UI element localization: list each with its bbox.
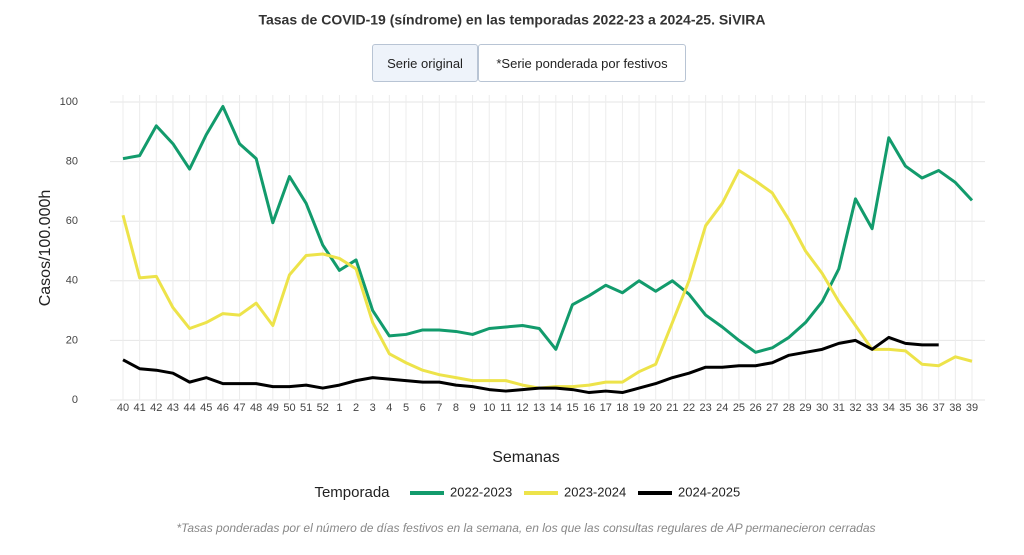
x-tick-label: 37 — [933, 402, 945, 414]
x-tick-label: 41 — [134, 402, 146, 414]
x-tick-label: 11 — [500, 402, 511, 414]
x-tick-label: 10 — [483, 402, 495, 414]
x-tick-label: 18 — [616, 402, 628, 414]
x-tick-label: 19 — [633, 402, 645, 414]
line-series — [122, 335, 939, 395]
x-tick-label: 17 — [600, 402, 612, 414]
x-tick-label: 23 — [700, 402, 712, 414]
y-tick-label: 0 — [72, 394, 78, 406]
x-tick-label: 33 — [866, 402, 878, 414]
y-tick-label: 60 — [66, 215, 78, 227]
x-tick-label: 51 — [300, 402, 312, 414]
x-tick-label: 30 — [816, 402, 828, 414]
x-tick-label: 35 — [899, 402, 911, 414]
x-tick-label: 9 — [470, 402, 476, 414]
x-tick-label: 13 — [533, 402, 545, 414]
x-tick-label: 15 — [566, 402, 578, 414]
x-tick-label: 3 — [370, 402, 376, 414]
y-tick-label: 100 — [60, 96, 78, 108]
x-tick-label: 48 — [250, 402, 262, 414]
x-tick-label: 5 — [403, 402, 409, 414]
legend-title: Temporada — [314, 484, 390, 501]
legend-label: 2022-2023 — [450, 484, 512, 499]
x-tick-label: 27 — [766, 402, 778, 414]
x-tick-label: 22 — [683, 402, 695, 414]
legend-label: 2023-2024 — [564, 484, 626, 499]
x-tick-label: 47 — [233, 402, 245, 414]
x-tick-label: 45 — [200, 402, 212, 414]
button[interactable]: *Serie ponderada por festivos — [478, 44, 686, 82]
x-tick-label: 6 — [420, 402, 426, 414]
x-tick-label: 29 — [799, 402, 811, 414]
x-tick-label: 49 — [267, 402, 279, 414]
x-tick-label: 14 — [550, 402, 562, 414]
x-tick-label: 21 — [666, 402, 678, 414]
x-tick-label: 44 — [183, 402, 195, 414]
x-tick-label: 25 — [733, 402, 745, 414]
x-tick-label: 12 — [516, 402, 528, 414]
x-tick-label: 36 — [916, 402, 928, 414]
x-tick-label: 31 — [833, 402, 845, 414]
y-tick-label: 80 — [66, 156, 78, 168]
x-tick-label: 4 — [386, 402, 392, 414]
line-series — [122, 104, 974, 354]
x-tick-label: 40 — [117, 402, 129, 414]
x-tick-label: 46 — [217, 402, 229, 414]
x-tick-label: 39 — [966, 402, 978, 414]
x-tick-label: 7 — [436, 402, 442, 414]
x-tick-label: 52 — [317, 402, 329, 414]
y-tick-label: 40 — [66, 275, 78, 287]
x-tick-label: 38 — [949, 402, 961, 414]
x-tick-label: 1 — [336, 402, 342, 414]
chart-title: Tasas de COVID-19 (síndrome) en las temp… — [258, 12, 765, 28]
x-tick-label: 42 — [150, 402, 162, 414]
x-tick-label: 28 — [783, 402, 795, 414]
y-axis-label: Casos/100.000h — [37, 190, 54, 307]
line-series — [121, 169, 973, 390]
button[interactable]: Serie original — [372, 44, 478, 82]
x-tick-label: 50 — [283, 402, 295, 414]
x-tick-label: 20 — [650, 402, 662, 414]
x-tick-label: 2 — [353, 402, 359, 414]
legend-label: 2024-2025 — [678, 484, 740, 499]
x-tick-label: 43 — [167, 402, 179, 414]
x-tick-label: 16 — [583, 402, 595, 414]
x-tick-label: 24 — [716, 402, 728, 414]
y-tick-label: 20 — [66, 334, 78, 346]
x-axis-label: Semanas — [492, 449, 560, 466]
x-tick-label: 26 — [749, 402, 761, 414]
footnote: *Tasas ponderadas por el número de días … — [176, 521, 875, 535]
x-tick-label: 34 — [883, 402, 895, 414]
x-tick-label: 32 — [849, 402, 861, 414]
x-tick-label: 8 — [453, 402, 459, 414]
